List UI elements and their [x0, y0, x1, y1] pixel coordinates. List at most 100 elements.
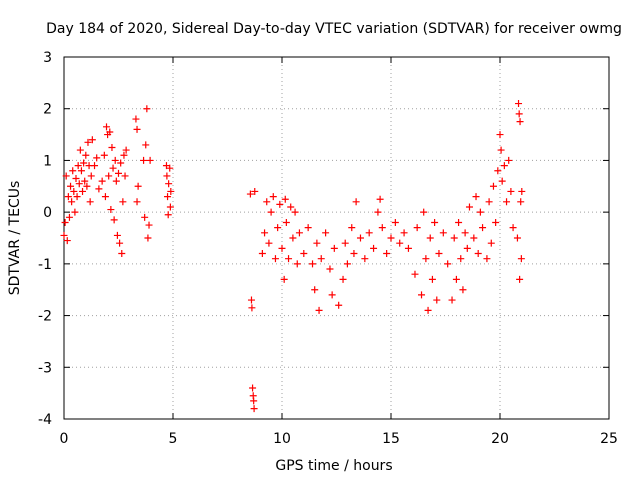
- data-point: [361, 255, 369, 263]
- data-point: [281, 195, 289, 203]
- data-point: [111, 156, 119, 164]
- data-point: [68, 198, 76, 206]
- data-point: [265, 239, 273, 247]
- data-point: [487, 239, 495, 247]
- data-points: [60, 100, 526, 413]
- data-point: [133, 198, 141, 206]
- data-point: [444, 260, 452, 268]
- data-point: [134, 182, 142, 190]
- x-tick-label: 25: [600, 431, 618, 447]
- data-point: [251, 187, 259, 195]
- data-point: [164, 193, 172, 201]
- y-tick-label: -1: [38, 257, 52, 273]
- data-point: [80, 159, 88, 167]
- data-point: [311, 286, 319, 294]
- data-point: [509, 224, 517, 232]
- data-point: [285, 255, 293, 263]
- data-point: [435, 250, 443, 258]
- data-point: [69, 167, 77, 175]
- data-point: [341, 239, 349, 247]
- data-point: [304, 224, 312, 232]
- data-point: [116, 239, 124, 247]
- data-point: [86, 198, 94, 206]
- y-tick-label: -4: [38, 412, 52, 428]
- data-point: [133, 125, 141, 133]
- data-point: [274, 224, 282, 232]
- data-point: [309, 260, 317, 268]
- data-point: [411, 270, 419, 278]
- data-point: [496, 131, 504, 139]
- data-point: [515, 100, 523, 108]
- data-point: [505, 156, 513, 164]
- data-point: [87, 172, 95, 180]
- y-tick-label: 2: [43, 102, 52, 118]
- data-point: [400, 229, 408, 237]
- x-tick-label: 5: [169, 431, 178, 447]
- data-point: [117, 159, 125, 167]
- data-point: [313, 239, 321, 247]
- data-point: [287, 203, 295, 211]
- data-point: [246, 190, 254, 198]
- data-point: [77, 167, 85, 175]
- x-tick-label: 15: [382, 431, 400, 447]
- data-point: [64, 193, 72, 201]
- data-point: [63, 237, 71, 245]
- data-point: [107, 206, 115, 214]
- data-point: [82, 151, 90, 159]
- data-point: [365, 229, 373, 237]
- data-point: [261, 229, 269, 237]
- data-point: [513, 234, 521, 242]
- data-point: [343, 260, 351, 268]
- y-tick-label: -2: [38, 309, 52, 325]
- data-point: [470, 234, 478, 242]
- data-point: [250, 397, 258, 405]
- data-point: [65, 213, 73, 221]
- data-point: [146, 156, 154, 164]
- data-point: [72, 175, 80, 183]
- data-point: [81, 177, 89, 185]
- x-tick-label: 0: [60, 431, 69, 447]
- data-point: [391, 218, 399, 226]
- data-point: [142, 141, 150, 149]
- data-point: [500, 162, 508, 170]
- data-point: [247, 296, 255, 304]
- data-point: [282, 218, 290, 226]
- data-point: [455, 218, 463, 226]
- data-point: [330, 244, 338, 252]
- data-point: [120, 151, 128, 159]
- data-point: [289, 234, 297, 242]
- data-point: [278, 244, 286, 252]
- data-point: [280, 275, 288, 283]
- data-point: [276, 200, 284, 208]
- data-point: [374, 208, 382, 216]
- data-point: [145, 221, 153, 229]
- data-point: [422, 255, 430, 263]
- data-point: [76, 146, 84, 154]
- data-point: [518, 187, 526, 195]
- data-point: [84, 138, 92, 146]
- data-point: [322, 229, 330, 237]
- data-point: [326, 265, 334, 273]
- data-point: [433, 296, 441, 304]
- data-point: [317, 255, 325, 263]
- data-point: [132, 115, 140, 123]
- data-point: [450, 234, 458, 242]
- data-point: [335, 301, 343, 309]
- data-point: [485, 198, 493, 206]
- data-point: [378, 224, 386, 232]
- data-point: [376, 195, 384, 203]
- data-point: [339, 275, 347, 283]
- y-axis-label: SDTVAR / TECUs: [7, 181, 23, 296]
- data-point: [61, 218, 69, 226]
- data-point: [164, 211, 172, 219]
- data-point: [250, 405, 258, 413]
- data-point: [300, 250, 308, 258]
- data-point: [83, 182, 91, 190]
- data-point: [426, 234, 434, 242]
- data-point: [105, 172, 113, 180]
- data-point: [267, 208, 275, 216]
- data-point: [166, 203, 174, 211]
- y-tick-label: 0: [43, 205, 52, 221]
- data-point: [143, 105, 151, 113]
- data-point: [503, 198, 511, 206]
